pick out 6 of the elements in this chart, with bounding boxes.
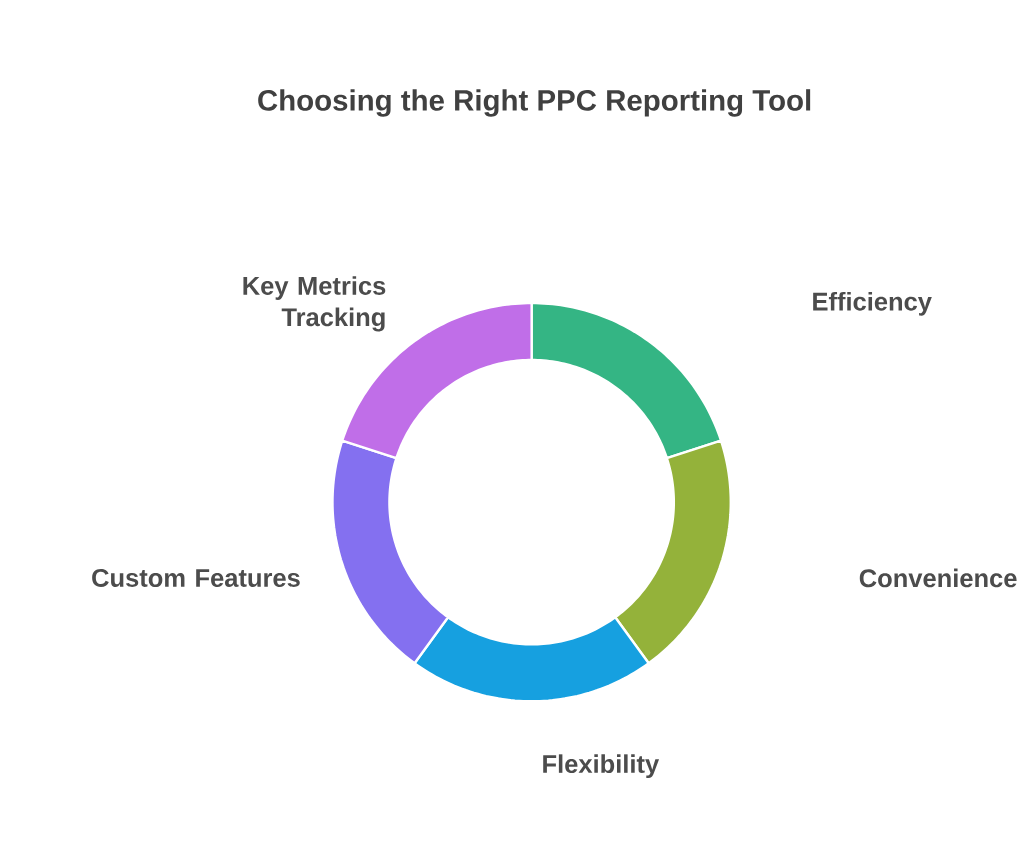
slice-label: Custom Features <box>92 568 300 587</box>
slice-label: Flexibility <box>543 754 660 779</box>
slice-label: Efficiency <box>813 291 932 316</box>
slice-label: Convenience <box>859 568 1017 588</box>
slice-label: Key Metrics Tracking <box>243 276 386 332</box>
chart-title: Choosing the Right PPC Reporting Tool <box>258 89 811 117</box>
